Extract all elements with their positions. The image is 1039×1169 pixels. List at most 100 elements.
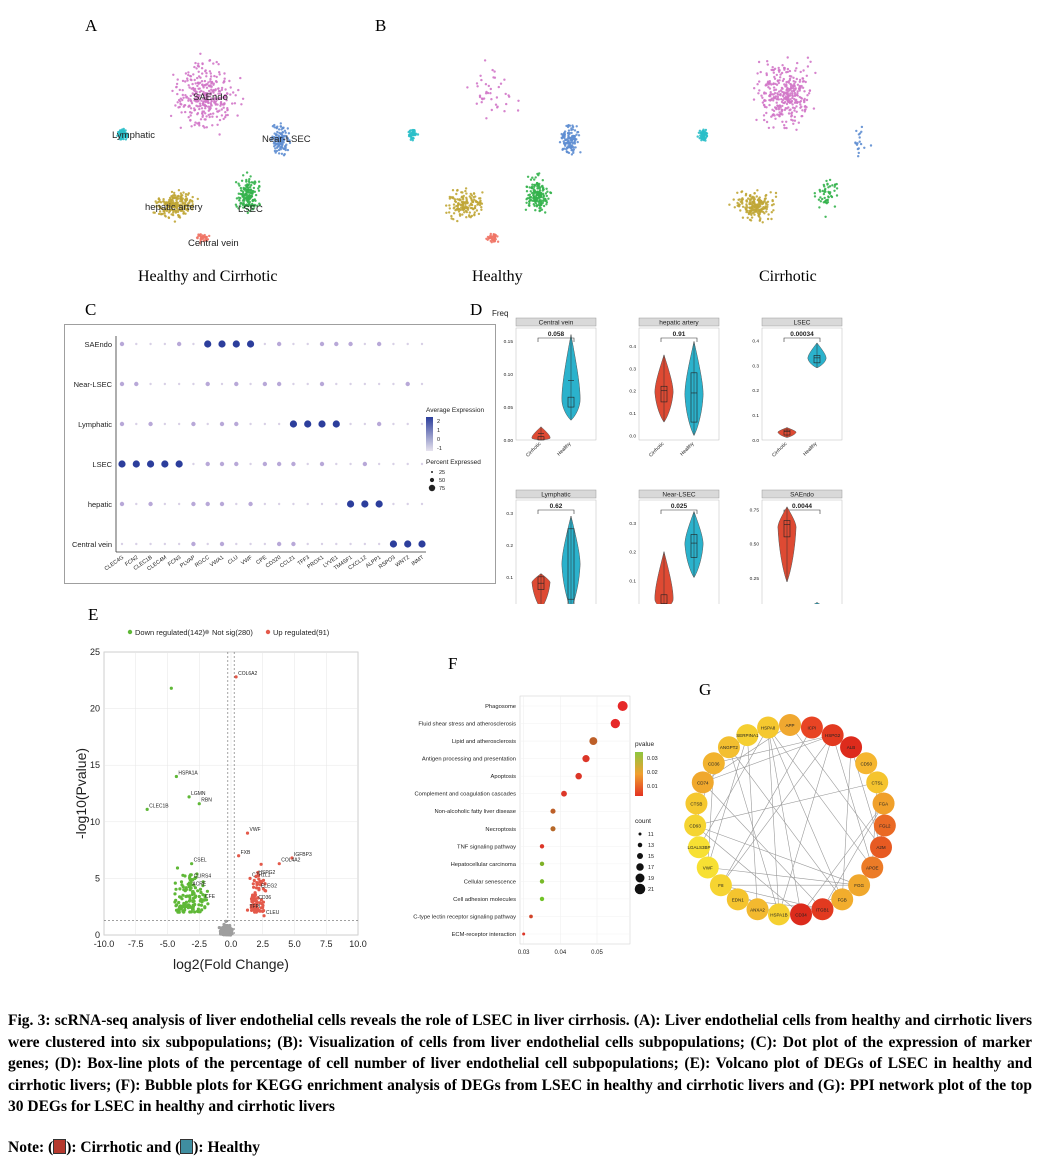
umap-point-near-lsec — [571, 149, 574, 152]
umap-point-saendo — [225, 99, 228, 102]
volcano-point-up — [262, 914, 266, 918]
dot-plot-dot — [418, 540, 426, 548]
volcano-gene-label: COL6A2 — [238, 671, 257, 677]
dot-plot-dot — [377, 382, 381, 386]
box-y-title: Freq — [492, 309, 508, 318]
umap-point-saendo — [207, 101, 210, 105]
umap-point-lymphatic — [700, 134, 703, 138]
umap-point-hepatic-artery — [475, 209, 479, 212]
umap-point-saendo — [226, 107, 229, 110]
umap-point-saendo — [789, 98, 792, 101]
umap-point-saendo — [220, 88, 224, 92]
ppi-node-label: APOE — [866, 866, 879, 871]
umap-point-saendo — [768, 81, 771, 85]
umap-point-saendo — [201, 92, 205, 96]
umap-point-saendo — [805, 74, 808, 78]
dot-plot-dot — [406, 342, 409, 346]
ppi-node: CD93 — [684, 814, 707, 837]
umap-point-saendo — [181, 93, 184, 97]
bubble-size-tick: 15 — [648, 854, 654, 860]
umap-point-near-lsec — [275, 142, 278, 145]
umap-point-hepatic-artery — [163, 209, 166, 213]
box-y-tick: 0.50 — [750, 542, 760, 548]
umap-point-saendo — [217, 87, 220, 90]
umap-point-lsec — [237, 182, 240, 185]
dot-plot-dot — [306, 462, 309, 466]
dot-plot-dot — [219, 461, 225, 467]
box-y-tick: 0.3 — [506, 511, 513, 517]
dot-plot-dot — [377, 542, 381, 546]
umap-point-hepatic-artery — [181, 197, 184, 200]
umap-point-lsec — [538, 182, 541, 186]
umap-point-near-lsec — [565, 141, 568, 145]
umap-point-near-lsec — [273, 126, 276, 129]
umap-point-saendo — [215, 107, 218, 111]
umap-point-saendo — [794, 80, 797, 84]
dot-plot-size-dot — [431, 471, 433, 473]
umap-point-central-vein — [205, 235, 208, 239]
box-plot-area — [638, 327, 720, 441]
dot-plot-dot — [375, 500, 383, 508]
volcano-point-down — [175, 903, 179, 907]
umap-point-lymphatic — [407, 130, 410, 134]
umap-point-saendo — [209, 112, 212, 116]
umap-point-saendo — [229, 86, 232, 89]
umap-point-saendo — [197, 121, 201, 125]
dot-plot-dot — [406, 462, 409, 466]
volcano-point-up — [254, 886, 259, 890]
umap-point-hepatic-artery — [183, 205, 186, 209]
ppi-node-label: ANXA2 — [750, 907, 765, 912]
umap-point-saendo — [491, 68, 494, 72]
umap-point-near-lsec — [285, 136, 288, 139]
dot-plot-row-label: Lymphatic — [78, 420, 112, 429]
umap-point-saendo — [758, 89, 761, 92]
umap-point-saendo — [784, 96, 788, 100]
umap-point-saendo — [790, 114, 794, 117]
umap-point-saendo — [795, 67, 798, 70]
dot-plot-dot — [119, 341, 125, 347]
ppi-edge — [713, 734, 833, 764]
bubble-size-dot — [637, 853, 643, 859]
umap-point-saendo — [231, 102, 234, 105]
umap-point-lsec — [538, 209, 541, 213]
umap-point-lsec — [833, 205, 837, 208]
note-prefix: Note: ( — [8, 1139, 54, 1156]
umap-point-saendo — [236, 114, 239, 117]
umap-point-hepatic-artery — [157, 212, 161, 216]
dot-plot-frame — [64, 324, 496, 584]
umap-point-lsec — [526, 175, 530, 178]
panel-label-g: G — [699, 680, 712, 699]
dot-plot-dot — [246, 340, 255, 348]
umap-point-saendo — [189, 99, 193, 102]
umap-point-lsec — [535, 196, 538, 199]
umap-point-saendo — [205, 126, 208, 129]
ppi-node-label: ITGB1 — [816, 907, 830, 912]
umap-point-hepatic-artery — [172, 210, 175, 213]
umap-point-saendo — [201, 110, 204, 113]
umap-point-saendo — [183, 104, 187, 107]
umap-point-saendo — [496, 105, 499, 108]
umap-point-saendo — [209, 77, 212, 81]
umap-point-near-lsec — [284, 131, 287, 134]
umap-point-lsec — [244, 193, 247, 196]
umap-point-lsec — [248, 178, 251, 181]
umap-point-lsec — [254, 193, 258, 197]
umap-point-saendo — [203, 104, 207, 107]
panel-label-e: E — [88, 605, 99, 624]
umap-point-saendo — [216, 110, 220, 113]
umap-point-hepatic-artery — [774, 191, 778, 195]
bubble-point — [582, 755, 590, 763]
umap-point-near-lsec — [854, 142, 857, 145]
umap-point-hepatic-artery — [748, 201, 751, 204]
box-p-value: 0.00034 — [790, 331, 814, 338]
umap-point-lsec — [243, 196, 246, 200]
umap-point-near-lsec — [579, 151, 582, 154]
bubble-color-legend-title: pvalue — [635, 741, 655, 748]
box-subplot-lsec: LSEC 0.4 0.3 0.2 0.1 0.0 0.00034 Cirrhotic Healt… — [752, 317, 843, 459]
umap-point-saendo — [200, 67, 204, 70]
umap-point-saendo — [814, 71, 817, 75]
umap-point-saendo — [199, 118, 203, 121]
umap-point-lsec — [532, 192, 536, 195]
volcano-point-down — [178, 887, 182, 891]
box-x-label: Cirrhotic — [771, 441, 789, 459]
